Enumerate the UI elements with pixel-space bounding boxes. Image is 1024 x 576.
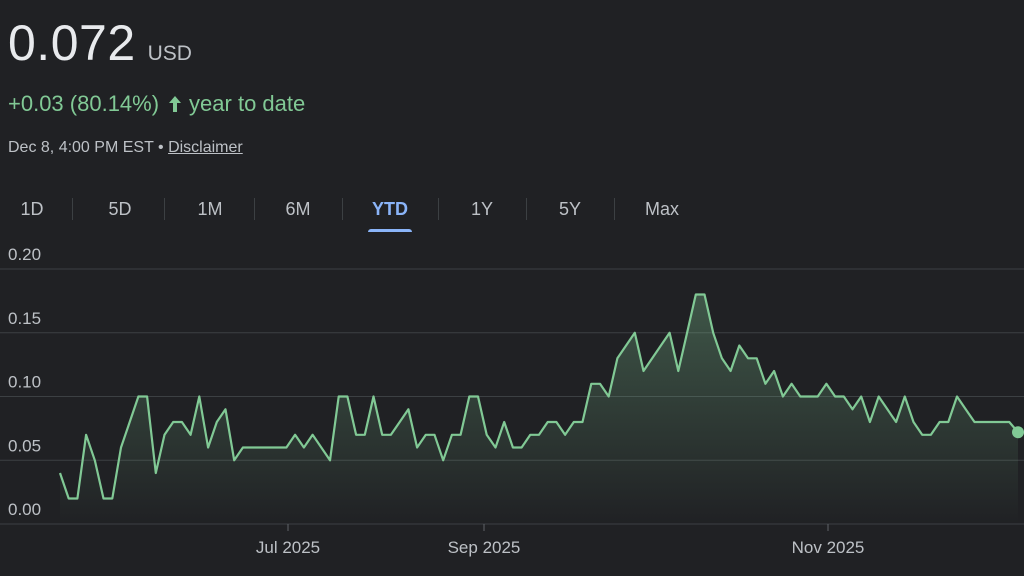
time-range-tabs: 1D 5D 1M 6M YTD 1Y 5Y Max bbox=[0, 186, 1024, 236]
x-axis-labels: Jul 2025 Sep 2025 Nov 2025 bbox=[256, 538, 865, 557]
price-area-fill bbox=[60, 294, 1018, 524]
price-chart[interactable]: 0.00 0.05 0.10 0.15 0.20 Jul 2025 Sep 2025 Nov… bbox=[0, 240, 1024, 576]
price-series-line bbox=[58, 293, 1019, 500]
current-price: 0.072 bbox=[8, 15, 136, 71]
y-axis-labels: 0.00 0.05 0.10 0.15 0.20 bbox=[8, 245, 41, 519]
tab-1y[interactable]: 1Y bbox=[470, 199, 494, 219]
y-tick-label: 0.10 bbox=[8, 373, 41, 392]
disclaimer-link[interactable]: Disclaimer bbox=[168, 139, 243, 156]
x-axis-ticks bbox=[287, 524, 829, 531]
change-period: year to date bbox=[189, 91, 306, 116]
separator-dot: • bbox=[158, 139, 164, 156]
tab-divider bbox=[438, 198, 439, 220]
y-tick-label: 0.00 bbox=[8, 500, 41, 519]
quote-meta: Dec 8, 4:00 PM EST • Disclaimer bbox=[8, 139, 243, 157]
tab-max[interactable]: Max bbox=[644, 199, 680, 219]
x-tick-label: Jul 2025 bbox=[256, 538, 320, 557]
tab-divider bbox=[526, 198, 527, 220]
tab-6m[interactable]: 6M bbox=[285, 199, 311, 219]
timestamp: Dec 8, 4:00 PM EST bbox=[8, 139, 154, 156]
arrow-up-icon bbox=[169, 96, 182, 112]
price-change: +0.03 (80.14%) year to date bbox=[8, 91, 305, 117]
y-tick-label: 0.05 bbox=[8, 436, 41, 455]
tab-divider bbox=[72, 198, 73, 220]
tab-5d[interactable]: 5D bbox=[108, 199, 132, 219]
tab-divider bbox=[342, 198, 343, 220]
tab-1m[interactable]: 1M bbox=[197, 199, 223, 219]
tab-5y[interactable]: 5Y bbox=[558, 199, 582, 219]
tab-1d[interactable]: 1D bbox=[20, 199, 44, 219]
x-tick-label: Nov 2025 bbox=[792, 538, 865, 557]
currency-label: USD bbox=[147, 42, 192, 65]
change-value: +0.03 (80.14%) bbox=[8, 91, 160, 116]
tab-ytd[interactable]: YTD bbox=[368, 186, 412, 232]
y-tick-label: 0.15 bbox=[8, 309, 41, 328]
tab-divider bbox=[254, 198, 255, 220]
quote-header: 0.072 USD bbox=[8, 18, 192, 68]
tab-divider bbox=[614, 198, 615, 220]
last-price-point bbox=[1012, 426, 1024, 439]
x-tick-label: Sep 2025 bbox=[448, 538, 521, 557]
y-tick-label: 0.20 bbox=[8, 245, 41, 264]
tab-divider bbox=[164, 198, 165, 220]
